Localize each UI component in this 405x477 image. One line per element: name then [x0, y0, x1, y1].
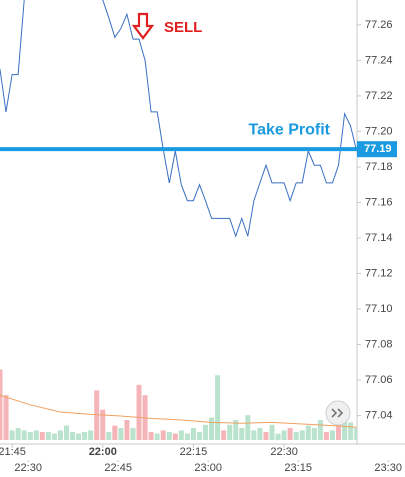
scroll-circle[interactable] — [325, 400, 351, 426]
volume-bar — [215, 375, 221, 440]
volume-bar — [130, 428, 136, 440]
y-tick-label: 77.22 — [365, 90, 393, 102]
volume-bar — [196, 432, 202, 440]
y-tick-label: 77.14 — [365, 232, 393, 244]
y-tick-label: 77.06 — [365, 374, 393, 386]
volume-bar — [3, 395, 9, 440]
x2-tick-label: 23:30 — [374, 462, 402, 474]
take-profit-badge — [357, 141, 397, 158]
volume-bar — [63, 425, 69, 440]
volume-bar — [76, 433, 82, 440]
volume-bar — [166, 432, 172, 440]
volume-bar — [227, 424, 233, 440]
scroll-icon[interactable] — [331, 408, 344, 418]
y-tick-label: 77.20 — [365, 125, 393, 137]
volume-bar — [178, 430, 184, 440]
volume-bar — [275, 433, 281, 440]
volume-bar — [203, 424, 209, 440]
volume-bar — [305, 425, 311, 440]
y-tick-label: 77.10 — [365, 303, 393, 315]
y-tick-label: 77.08 — [365, 338, 393, 350]
volume-bar — [100, 409, 106, 440]
volume-bar — [39, 432, 45, 440]
volume-bar — [106, 432, 112, 440]
volume-bar — [281, 430, 287, 440]
volume-bar — [33, 430, 39, 440]
x-tick-label: 21:45 — [0, 446, 26, 458]
take-profit-price: 77.19 — [364, 143, 392, 155]
scroll-button[interactable] — [325, 400, 351, 426]
volume-bar — [21, 430, 27, 440]
x-tick-label: 22:15 — [180, 446, 208, 458]
volume-bar — [57, 430, 63, 440]
volume-bar — [154, 433, 160, 440]
volume-bar — [287, 428, 293, 440]
volume-bar — [263, 432, 269, 440]
x2-tick-label: 22:30 — [14, 462, 42, 474]
volume-bar — [354, 428, 357, 440]
volume-bar — [184, 433, 190, 440]
y-tick-label: 77.04 — [365, 409, 393, 421]
volume-bar — [82, 432, 88, 440]
volume-bar — [0, 369, 3, 440]
volume-bar — [136, 384, 142, 440]
volume-bar — [51, 433, 57, 440]
volume-bar — [251, 430, 257, 440]
volume-bar — [323, 432, 329, 440]
y-tick-label: 77.12 — [365, 267, 393, 279]
sell-arrow — [131, 12, 155, 40]
price-pane — [0, 0, 357, 238]
x-tick-label: 22:00 — [89, 446, 117, 458]
volume-bar — [70, 432, 76, 440]
volume-bar — [190, 428, 196, 440]
take-profit-label: Take Profit — [249, 121, 331, 138]
x2-tick-label: 22:45 — [104, 462, 132, 474]
x2-tick-label: 23:15 — [284, 462, 312, 474]
volume-bar — [45, 432, 51, 440]
volume-bar — [160, 430, 166, 440]
volume-bar — [15, 428, 21, 440]
volume-bar — [317, 420, 323, 440]
y-tick-label: 77.26 — [365, 19, 393, 31]
price-line — [0, 0, 357, 238]
volume-ma — [0, 394, 357, 428]
y-tick-label: 77.24 — [365, 54, 393, 66]
volume-bar — [293, 432, 299, 440]
volume-bar — [329, 430, 335, 440]
volume-bar — [233, 420, 239, 440]
y-tick-label: 77.18 — [365, 161, 393, 173]
volume-bar — [118, 428, 124, 440]
volume-bar — [209, 417, 215, 440]
volume-bar — [9, 430, 15, 440]
sell-label: SELL — [164, 19, 202, 36]
volume-bar — [299, 430, 305, 440]
y-tick-label: 77.16 — [365, 196, 393, 208]
volume-bar — [148, 432, 154, 440]
volume-bar — [124, 420, 130, 440]
volume-bar — [27, 432, 33, 440]
volume-bar — [269, 424, 275, 440]
volume-bar — [342, 417, 348, 440]
x-tick-label: 22:30 — [270, 446, 298, 458]
volume-bar — [112, 425, 118, 440]
volume-bar — [348, 422, 354, 440]
volume-bar — [245, 415, 251, 440]
volume-bar — [172, 433, 178, 440]
volume-bar — [221, 430, 227, 440]
volume-bar — [257, 428, 263, 440]
volume-bar — [88, 430, 94, 440]
volume-pane — [0, 369, 357, 440]
x2-tick-label: 23:00 — [194, 462, 222, 474]
overlay: 77.04 77.06 77.08 77.10 77.12 77.14 77.16 77.18… — [0, 12, 402, 474]
volume-bar — [239, 428, 245, 440]
volume-bar — [311, 428, 317, 440]
